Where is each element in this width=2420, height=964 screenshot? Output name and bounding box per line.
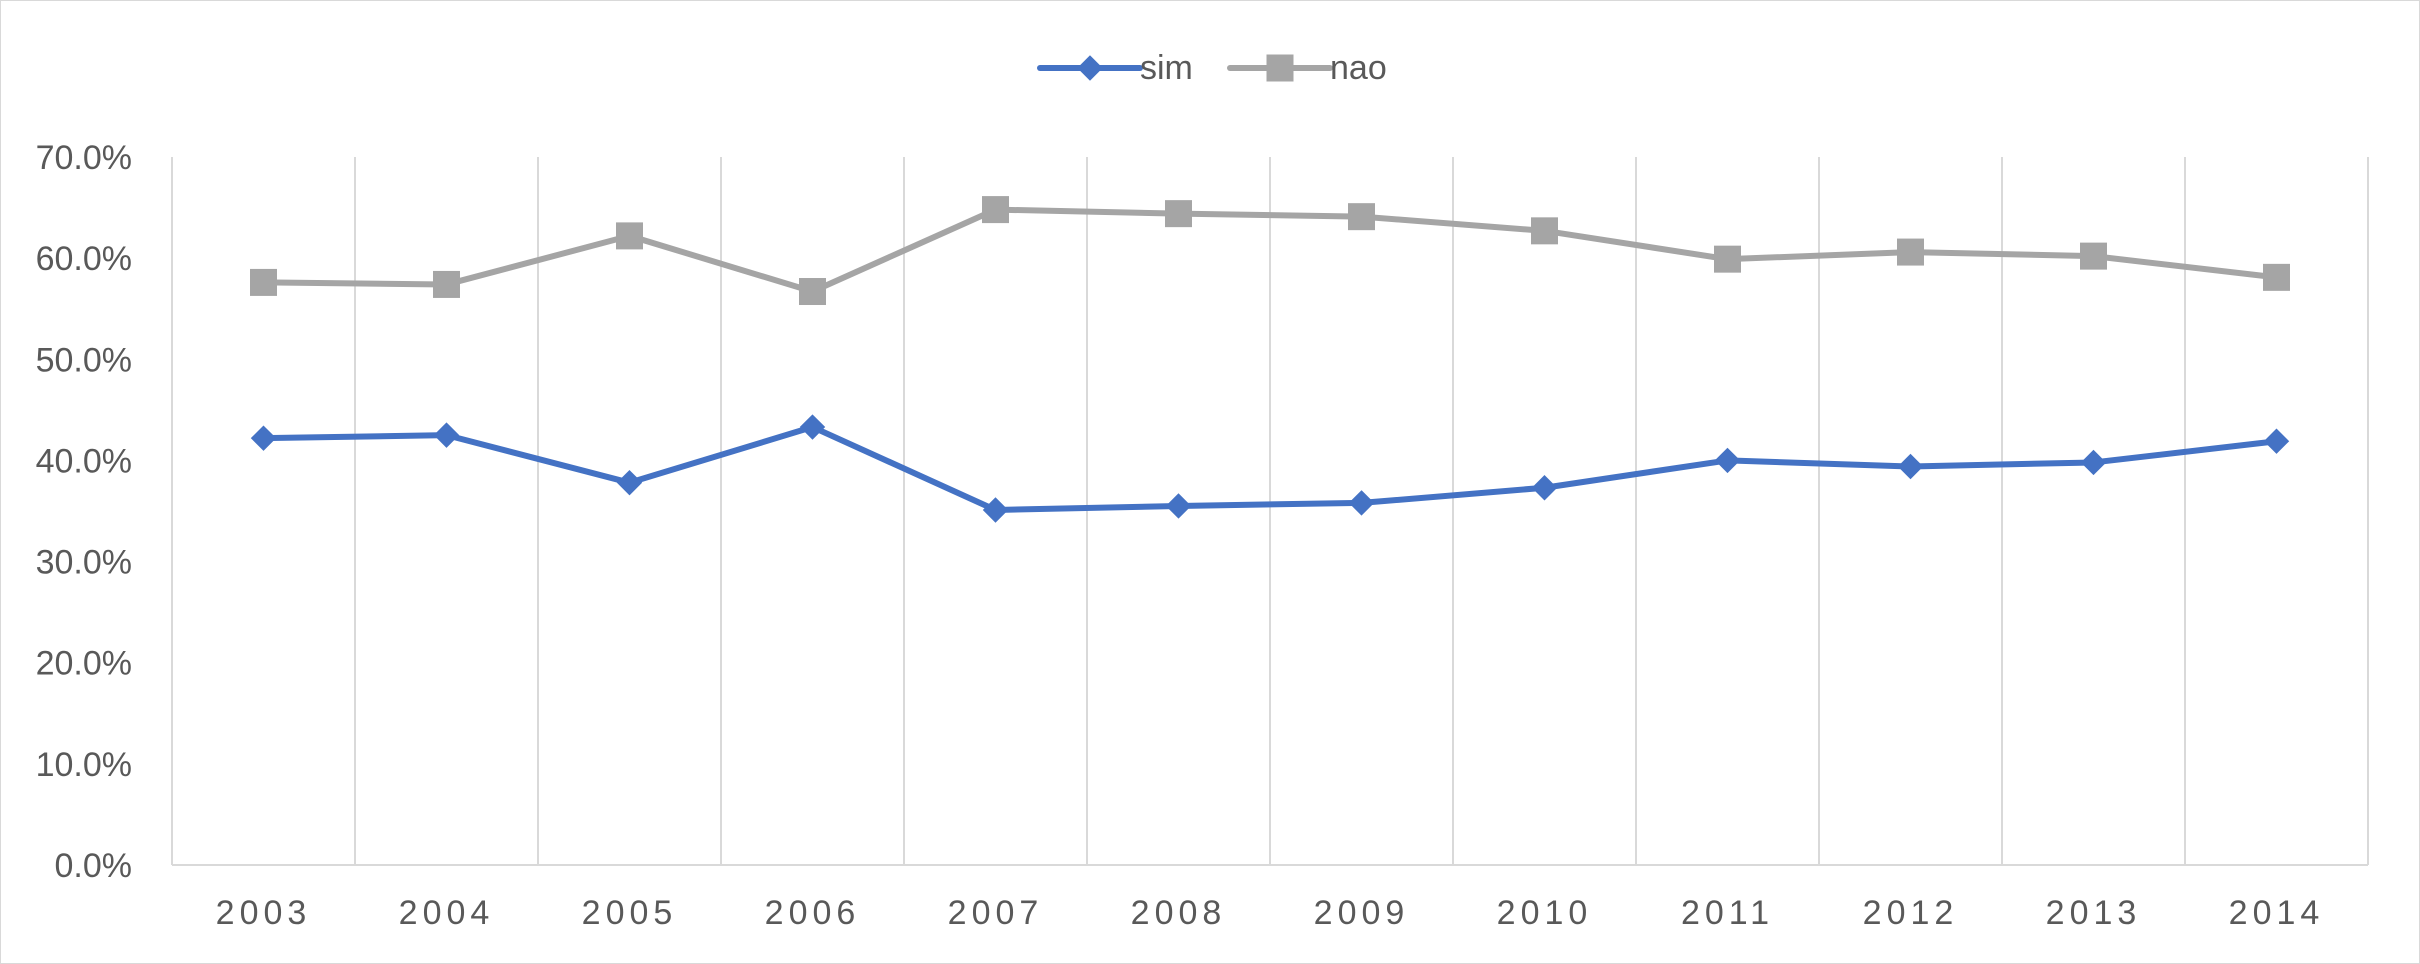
data-point-sim xyxy=(433,422,460,448)
legend-marker-sim xyxy=(1077,55,1103,81)
y-tick-label: 0.0% xyxy=(55,847,133,885)
data-point-nao xyxy=(1714,245,1741,273)
x-tick-label: 2011 xyxy=(1681,894,1774,932)
data-point-nao xyxy=(2263,263,2290,291)
x-tick-label: 2010 xyxy=(1497,894,1593,932)
data-point-nao xyxy=(1165,200,1192,228)
legend-item-sim: sim xyxy=(1037,49,1193,87)
x-tick-label: 2013 xyxy=(2046,894,2142,932)
series-line-nao xyxy=(260,206,2280,295)
data-point-nao xyxy=(1531,217,1558,245)
x-tick-label: 2007 xyxy=(948,894,1044,932)
data-point-nao xyxy=(1348,203,1375,231)
series-sim xyxy=(250,414,2290,523)
data-point-nao xyxy=(616,222,643,250)
y-tick-label: 50.0% xyxy=(36,341,132,379)
data-point-sim xyxy=(2080,449,2107,476)
data-point-sim xyxy=(1348,490,1375,516)
data-point-sim xyxy=(1165,493,1192,519)
x-tick-label: 2004 xyxy=(399,894,495,932)
grid-lines xyxy=(171,157,2369,865)
x-tick-label: 2003 xyxy=(216,894,312,932)
data-point-nao xyxy=(433,270,460,298)
y-tick-label: 10.0% xyxy=(36,746,132,784)
y-tick-label: 30.0% xyxy=(36,544,132,582)
data-point-sim xyxy=(1531,475,1558,501)
data-point-nao xyxy=(1897,238,1924,266)
legend-marker-nao xyxy=(1266,54,1294,82)
y-tick-label: 40.0% xyxy=(36,442,132,480)
y-tick-label: 70.0% xyxy=(36,139,132,177)
data-point-nao xyxy=(982,196,1009,224)
y-tick-label: 60.0% xyxy=(36,240,132,278)
data-point-nao xyxy=(799,278,826,306)
data-point-sim xyxy=(1897,453,1924,480)
legend: sim nao xyxy=(1037,49,1387,87)
series-layer xyxy=(250,196,2290,523)
x-tick-label: 2008 xyxy=(1131,894,1227,932)
x-tick-label: 2005 xyxy=(582,894,678,932)
data-point-sim xyxy=(616,469,643,496)
x-tick-label: 2009 xyxy=(1314,894,1410,932)
y-tick-label: 20.0% xyxy=(36,645,132,683)
data-point-sim xyxy=(1714,447,1741,474)
x-tick-label: 2006 xyxy=(765,894,861,932)
series-nao xyxy=(250,196,2290,306)
data-point-sim xyxy=(250,425,277,451)
data-point-sim xyxy=(982,497,1009,523)
x-tick-label: 2014 xyxy=(2229,894,2325,932)
data-point-sim xyxy=(2263,428,2290,454)
data-point-sim xyxy=(799,414,826,440)
data-point-nao xyxy=(250,268,277,296)
series-line-sim xyxy=(260,424,2280,513)
legend-label: nao xyxy=(1330,49,1387,87)
axes: 0.0% 10.0% 20.0% 30.0% 40.0% 50.0% 60.0% 70.0% 2… xyxy=(36,139,2368,932)
legend-label: sim xyxy=(1140,49,1193,87)
data-point-nao xyxy=(2080,242,2107,270)
x-tick-label: 2012 xyxy=(1863,894,1959,932)
legend-item-nao: nao xyxy=(1227,49,1387,87)
